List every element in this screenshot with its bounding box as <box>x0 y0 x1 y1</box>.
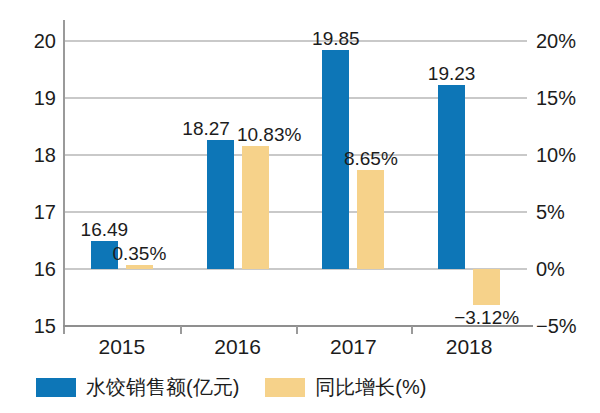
y-axis-tick-label-left: 18 <box>0 144 56 166</box>
bar-value-label-sales: 19.23 <box>428 64 476 84</box>
bar-sales-2018 <box>438 85 465 269</box>
legend: 水饺销售额(亿元) 同比增长(%) <box>36 375 426 399</box>
y-axis-tick-label-left: 16 <box>0 258 56 280</box>
y-axis-tick-label-left: 17 <box>0 201 56 223</box>
legend-item-growth: 同比增长(%) <box>265 375 426 399</box>
y-axis-tick-label-right: 20% <box>536 30 576 52</box>
gridline <box>64 40 527 42</box>
legend-label-sales: 水饺销售额(亿元) <box>86 375 239 399</box>
legend-swatch-sales-icon <box>36 378 76 397</box>
bar-value-label-growth: 8.65% <box>344 149 398 169</box>
y-axis-tick-label-left: 19 <box>0 87 56 109</box>
bar-value-label-sales: 18.27 <box>182 119 230 139</box>
bar-growth-2017 <box>357 170 384 269</box>
bar-growth-2016 <box>242 146 269 269</box>
y-axis-tick-label-right: 15% <box>536 87 576 109</box>
bar-value-label-sales: 16.49 <box>81 220 129 240</box>
bar-sales-2016 <box>207 140 234 269</box>
x-axis-label-2016: 2016 <box>214 336 261 358</box>
x-axis-label-2017: 2017 <box>330 336 377 358</box>
dual-axis-bar-chart: 20 19 18 17 16 15 20% 15% 10% 5% 0% −5% 16.49 0.35% 20… <box>0 0 600 413</box>
x-axis-tick <box>296 326 298 334</box>
x-axis-label-2015: 2015 <box>99 336 146 358</box>
x-axis-tick <box>411 326 413 334</box>
bar-value-label-sales: 19.85 <box>312 29 360 49</box>
legend-label-growth: 同比增长(%) <box>315 375 426 399</box>
bar-growth-2015 <box>126 265 153 269</box>
legend-swatch-growth-icon <box>265 378 305 397</box>
legend-item-sales: 水饺销售额(亿元) <box>36 375 239 399</box>
left-axis-line <box>63 20 65 334</box>
x-axis-tick <box>180 326 182 334</box>
bar-value-label-growth: −3.12% <box>454 308 519 328</box>
y-axis-tick-label-right: 0% <box>536 258 565 280</box>
plot-area: 20 19 18 17 16 15 20% 15% 10% 5% 0% −5% 16.49 0.35% 20… <box>0 0 600 413</box>
bar-value-label-growth: 10.83% <box>237 125 301 145</box>
bar-value-label-growth: 0.35% <box>112 244 166 264</box>
y-axis-tick-label-right: −5% <box>536 315 577 337</box>
bar-growth-2018 <box>473 269 500 305</box>
y-axis-tick-label-right: 10% <box>536 144 576 166</box>
y-axis-tick-label-left: 20 <box>0 30 56 52</box>
x-axis-label-2018: 2018 <box>446 336 493 358</box>
y-axis-tick-label-right: 5% <box>536 201 565 223</box>
y-axis-tick-label-left: 15 <box>0 315 56 337</box>
